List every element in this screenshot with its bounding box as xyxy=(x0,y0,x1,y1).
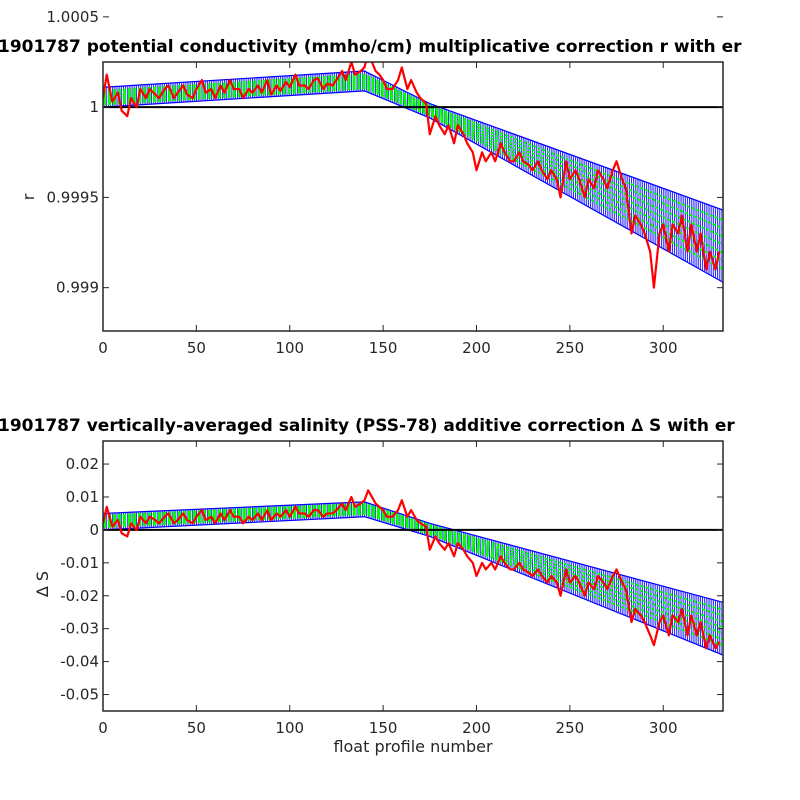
measured-line xyxy=(103,489,721,650)
fit-line xyxy=(103,80,723,246)
fit-line xyxy=(103,73,723,222)
fit-line xyxy=(103,511,723,641)
axes-box xyxy=(102,440,724,712)
chart-2-y-axis-label: ∆ S xyxy=(33,571,52,598)
error-lower-line xyxy=(103,516,723,656)
fit-line xyxy=(103,504,723,617)
x-tick-label: 200 xyxy=(462,339,491,357)
x-tick-label: 150 xyxy=(369,719,398,737)
x-tick-label: 0 xyxy=(98,719,108,737)
chart-1-y-axis-label: r xyxy=(19,193,38,200)
x-tick-label: 100 xyxy=(275,719,304,737)
measured-line xyxy=(103,62,721,289)
x-tick-label: 250 xyxy=(556,339,585,357)
error-upper-line xyxy=(103,70,723,211)
fit-line xyxy=(103,512,723,647)
plot-contents xyxy=(103,489,723,656)
y-tick-label: -0.03 xyxy=(60,620,99,638)
chart-2-plot-area: 0 50 100 150 200 250 300 0.02 0.01 0 -0.01 -0.02 -0.… xyxy=(60,440,724,737)
fit-line xyxy=(103,84,723,262)
x-tick-label: 50 xyxy=(187,339,206,357)
chart-2-x-axis-label: float profile number xyxy=(333,737,493,756)
fit-line xyxy=(103,75,723,230)
x-tick-label: 200 xyxy=(462,719,491,737)
x-tick-label: 0 xyxy=(98,339,108,357)
y-tick-label: -0.01 xyxy=(60,554,99,572)
y-tick-label: 0 xyxy=(89,521,99,539)
x-tick-label: 300 xyxy=(649,719,678,737)
y-tick-label: 1.0005 xyxy=(47,8,100,26)
chart-1: 1901787 potential conductivity (mmho/cm)… xyxy=(0,8,742,357)
chart-2: 1901787 vertically-averaged salinity (PS… xyxy=(0,416,735,756)
fit-line xyxy=(103,507,723,629)
x-tick-label: 100 xyxy=(275,339,304,357)
y-tick-label: 1 xyxy=(89,98,99,116)
y-tick-label: -0.05 xyxy=(60,686,99,704)
x-tick-label: 50 xyxy=(187,719,206,737)
fit-line xyxy=(103,78,723,238)
fit-band xyxy=(103,502,723,647)
error-lower-line xyxy=(103,90,723,283)
chart-1-plot-area: 0 50 100 150 200 250 300 0.999 0.9995 1 1.0005 xyxy=(47,8,724,357)
y-tick-label: 0.9995 xyxy=(47,188,100,206)
plot-contents xyxy=(103,62,723,289)
x-tick-label: 300 xyxy=(649,339,678,357)
x-tick-label: 250 xyxy=(556,719,585,737)
y-tick-label: 0.02 xyxy=(66,455,99,473)
x-tick-label: 150 xyxy=(369,339,398,357)
y-tick-label: -0.02 xyxy=(60,587,99,605)
y-tick-label: 0.999 xyxy=(56,279,99,297)
chart-1-title: 1901787 potential conductivity (mmho/cm)… xyxy=(0,37,742,57)
axes-box xyxy=(102,61,724,332)
fit-line xyxy=(103,87,723,270)
fit-line xyxy=(103,506,723,623)
fit-line xyxy=(103,502,723,611)
chart-2-title: 1901787 vertically-averaged salinity (PS… xyxy=(0,416,735,436)
fit-line xyxy=(103,509,723,635)
fit-band xyxy=(103,73,723,270)
y-tick-label: -0.04 xyxy=(60,653,99,671)
y-tick-label: 0.01 xyxy=(66,488,99,506)
